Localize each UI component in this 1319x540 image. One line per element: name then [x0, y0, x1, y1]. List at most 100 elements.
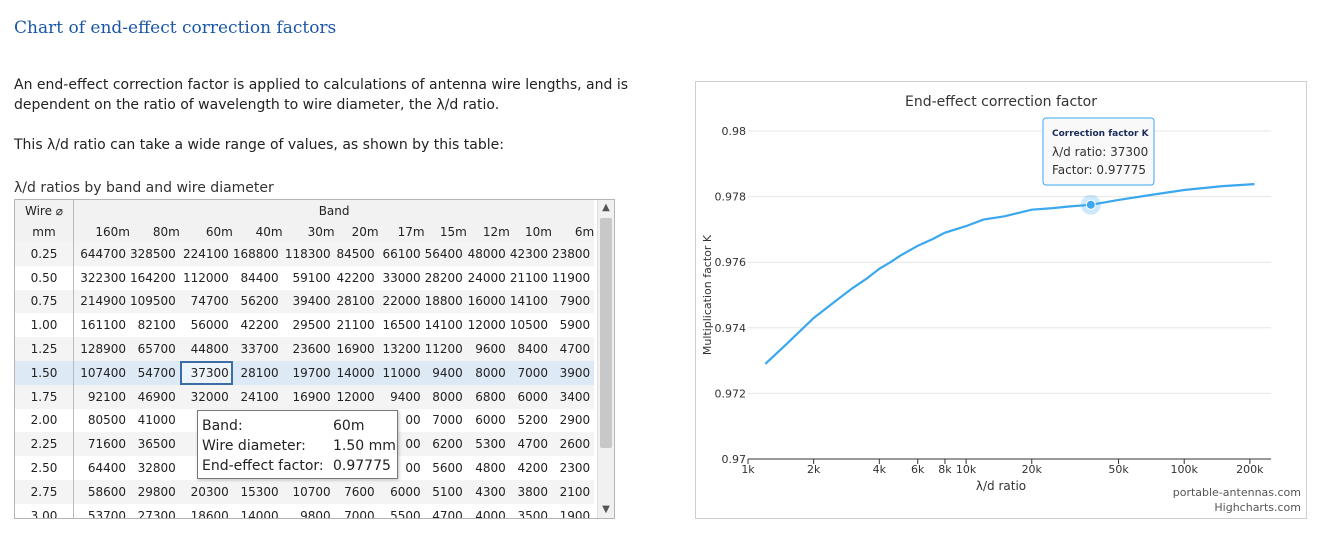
ratio-cell[interactable]: 9400: [424, 360, 467, 385]
ratio-cell[interactable]: 14100: [424, 313, 467, 338]
ratio-cell[interactable]: 48000: [466, 242, 510, 266]
ratio-cell[interactable]: 4800: [466, 456, 510, 480]
ratio-cell[interactable]: 10700: [282, 479, 335, 504]
ratio-cell[interactable]: 64400: [73, 456, 130, 480]
ratio-cell[interactable]: 46900: [130, 384, 180, 409]
ratio-cell[interactable]: 118300: [282, 242, 335, 266]
ratio-cell[interactable]: 3800: [509, 479, 552, 504]
ratio-cell[interactable]: 4300: [466, 479, 510, 504]
ratio-cell[interactable]: 22000: [378, 289, 425, 314]
ratio-cell[interactable]: 1900: [552, 503, 595, 518]
table-row[interactable]: 2.75 58600 29800 20300 15300 10700 7600 6000 510…: [15, 479, 595, 504]
ratio-cell[interactable]: 42200: [334, 265, 379, 290]
ratio-cell[interactable]: 18600: [179, 503, 233, 518]
ratio-cell[interactable]: 4700: [509, 432, 552, 457]
ratio-cell[interactable]: 5600: [424, 456, 467, 480]
scroll-down-icon[interactable]: ▼: [602, 504, 610, 515]
ratio-cell[interactable]: 42200: [232, 313, 283, 338]
ratio-cell[interactable]: 56000: [179, 313, 233, 338]
ratio-cell[interactable]: 74700: [179, 289, 233, 314]
ratio-cell[interactable]: 66100: [378, 242, 425, 266]
ratio-cell[interactable]: 71600: [73, 432, 130, 457]
ratio-cell[interactable]: 644700: [73, 242, 130, 266]
ratio-cell[interactable]: 16000: [466, 289, 510, 314]
ratio-cell[interactable]: 7000: [334, 503, 379, 518]
table-row[interactable]: 0.25 644700 328500 224100 168800 118300 84500 6…: [15, 242, 595, 266]
ratio-cell[interactable]: 9600: [466, 337, 510, 361]
ratio-cell[interactable]: 3400: [552, 384, 595, 409]
ratio-cell[interactable]: 5500: [378, 503, 425, 518]
ratio-cell[interactable]: 7900: [552, 289, 595, 314]
ratio-cell[interactable]: 8000: [466, 360, 510, 385]
credit-highcharts[interactable]: Highcharts.com: [1214, 501, 1301, 514]
scroll-thumb[interactable]: [600, 218, 612, 448]
ratio-cell[interactable]: 14100: [509, 289, 552, 314]
chart-container[interactable]: End-effect correction factor 0.97 0.972 0.9…: [695, 81, 1307, 519]
ratio-cell[interactable]: 4700: [552, 337, 595, 361]
ratio-cell[interactable]: 42300: [509, 242, 552, 266]
ratio-cell[interactable]: 21100: [334, 313, 379, 338]
credit-site[interactable]: portable-antennas.com: [1172, 486, 1301, 499]
ratio-cell[interactable]: 39400: [282, 289, 335, 314]
ratio-cell[interactable]: 56400: [424, 242, 467, 266]
ratio-cell[interactable]: 23600: [282, 337, 335, 361]
ratio-cell[interactable]: 20300: [179, 479, 233, 504]
table-row[interactable]: 1.75 92100 46900 32000 24100 16900 12000 9400 80…: [15, 384, 595, 409]
ratio-cell[interactable]: 107400: [73, 360, 130, 385]
ratio-cell[interactable]: 11200: [424, 337, 467, 361]
ratio-cell[interactable]: 14000: [232, 503, 283, 518]
ratio-cell[interactable]: 4200: [509, 456, 552, 480]
ratio-cell[interactable]: 28100: [232, 360, 283, 385]
table-row[interactable]: 0.75 214900 109500 74700 56200 39400 28100 2200…: [15, 289, 595, 314]
table-row[interactable]: 1.50 107400 54700 37300 28100 19700 14000 11000…: [15, 360, 595, 385]
ratio-cell[interactable]: 128900: [73, 337, 130, 361]
ratio-cell[interactable]: 58600: [73, 479, 130, 504]
ratio-cell[interactable]: 164200: [130, 265, 180, 290]
ratio-cell[interactable]: 3900: [552, 360, 595, 385]
ratio-cell[interactable]: 33700: [232, 337, 283, 361]
ratio-cell[interactable]: 7000: [509, 360, 552, 385]
ratio-cell[interactable]: 5300: [466, 432, 510, 457]
ratio-cell[interactable]: 4000: [466, 503, 510, 518]
ratio-cell[interactable]: 328500: [130, 242, 180, 266]
ratio-cell[interactable]: 33000: [378, 265, 425, 290]
ratio-cell[interactable]: 28200: [424, 265, 467, 290]
ratio-cell[interactable]: 18800: [424, 289, 467, 314]
ratio-cell[interactable]: 19700: [282, 360, 335, 385]
ratio-cell[interactable]: 21100: [509, 265, 552, 290]
ratio-cell[interactable]: 65700: [130, 337, 180, 361]
ratio-cell[interactable]: 16900: [334, 337, 379, 361]
ratio-cell[interactable]: 6800: [466, 384, 510, 409]
ratio-cell[interactable]: 84500: [334, 242, 379, 266]
ratio-cell[interactable]: 224100: [179, 242, 233, 266]
ratio-cell[interactable]: 10500: [509, 313, 552, 338]
ratio-cell[interactable]: 36500: [130, 432, 180, 457]
ratio-cell[interactable]: 12000: [334, 384, 379, 409]
ratio-cell[interactable]: 112000: [179, 265, 233, 290]
ratio-cell[interactable]: 92100: [73, 384, 130, 409]
table-scrollbar[interactable]: ▲ ▼: [597, 200, 614, 518]
ratio-cell[interactable]: 161100: [73, 313, 130, 338]
ratio-table-container[interactable]: Wire ⌀ Band mm 160m 80m 60m 40m 30m 20m 17m 15m…: [14, 199, 615, 519]
ratio-cell[interactable]: 29500: [282, 313, 335, 338]
ratio-cell[interactable]: 9400: [378, 384, 425, 409]
ratio-cell[interactable]: 41000: [130, 408, 180, 433]
ratio-cell[interactable]: 8000: [424, 384, 467, 409]
ratio-cell[interactable]: 80500: [73, 408, 130, 433]
ratio-cell[interactable]: 54700: [130, 360, 180, 385]
ratio-cell[interactable]: 27300: [130, 503, 180, 518]
ratio-cell[interactable]: 59100: [282, 265, 335, 290]
ratio-cell[interactable]: 15300: [232, 479, 283, 504]
ratio-cell[interactable]: 5200: [509, 408, 552, 433]
ratio-cell[interactable]: 16500: [378, 313, 425, 338]
ratio-cell[interactable]: 2600: [552, 432, 595, 457]
ratio-cell[interactable]: 6000: [378, 479, 425, 504]
ratio-cell[interactable]: 168800: [232, 242, 283, 266]
ratio-cell[interactable]: 16900: [282, 384, 335, 409]
ratio-cell[interactable]: 5100: [424, 479, 467, 504]
ratio-cell[interactable]: 37300: [179, 360, 233, 385]
ratio-cell[interactable]: 2900: [552, 408, 595, 433]
table-row[interactable]: 1.00 161100 82100 56000 42200 29500 21100 16500…: [15, 313, 595, 338]
ratio-cell[interactable]: 44800: [179, 337, 233, 361]
ratio-cell[interactable]: 8400: [509, 337, 552, 361]
